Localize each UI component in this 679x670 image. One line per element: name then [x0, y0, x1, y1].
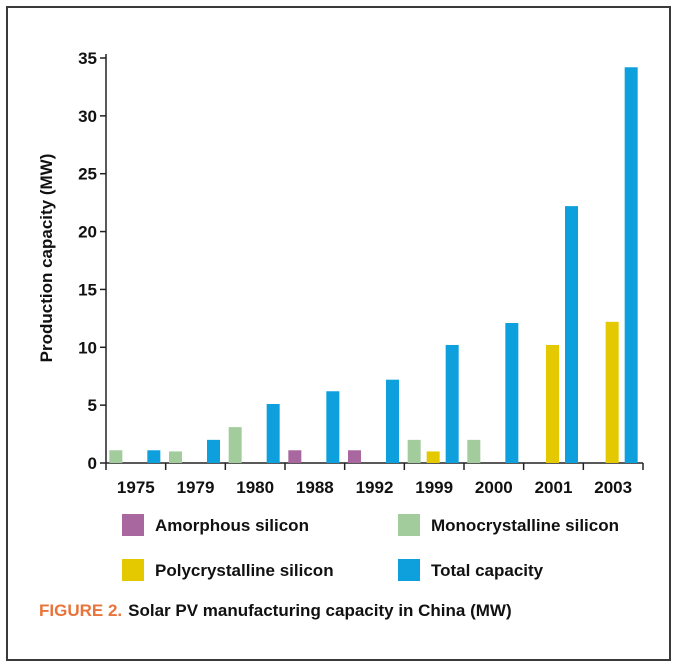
- bar: [624, 67, 638, 463]
- x-tick-label: 1975: [117, 478, 155, 497]
- x-tick-label: 2003: [594, 478, 632, 497]
- x-tick-label: 1980: [236, 478, 274, 497]
- caption-text: Solar PV manufacturing capacity in China…: [128, 601, 512, 620]
- x-tick-label: 1988: [296, 478, 334, 497]
- legend-label: Amorphous silicon: [155, 516, 309, 535]
- y-axis-title: Production capacity (MW): [37, 154, 56, 363]
- bar: [426, 451, 440, 463]
- bar: [228, 427, 242, 463]
- legend-swatch: [398, 514, 420, 536]
- legend-swatch: [122, 514, 144, 536]
- bar: [605, 321, 619, 463]
- bar-chart: Production capacity (MW) 0 5 10 15 20 25 30 35 1…: [37, 49, 644, 581]
- y-tick-label: 0: [88, 454, 97, 473]
- bar: [565, 206, 578, 463]
- bar: [505, 322, 519, 463]
- bar: [109, 450, 123, 463]
- x-tick-label: 2000: [475, 478, 513, 497]
- legend-label: Polycrystalline silicon: [155, 561, 334, 580]
- x-tick-label: 2001: [535, 478, 573, 497]
- x-tick-label: 1992: [356, 478, 394, 497]
- legend: Amorphous silicon Monocrystalline silicon…: [122, 514, 619, 581]
- legend-label: Total capacity: [431, 561, 544, 580]
- bar: [169, 451, 182, 463]
- legend-swatch: [398, 559, 420, 581]
- y-tick-label: 10: [78, 338, 97, 357]
- bar: [467, 439, 481, 463]
- bar: [147, 450, 161, 463]
- y-tick-label: 15: [78, 280, 97, 299]
- y-tick-label: 5: [88, 396, 97, 415]
- bar: [546, 344, 559, 463]
- bar: [386, 379, 399, 463]
- x-tick-label: 1979: [177, 478, 215, 497]
- x-tick-label: 1999: [415, 478, 453, 497]
- legend-swatch: [122, 559, 144, 581]
- bar: [326, 391, 340, 463]
- y-tick-label: 35: [78, 49, 97, 68]
- figure-frame: [6, 6, 671, 661]
- y-tick-label: 25: [78, 165, 97, 184]
- bar: [407, 439, 421, 463]
- bars: [109, 67, 638, 463]
- figure-label: FIGURE 2.: [39, 601, 123, 620]
- y-tick-label: 20: [78, 223, 97, 242]
- bar: [207, 439, 220, 463]
- legend-label: Monocrystalline silicon: [431, 516, 619, 535]
- figure-caption: FIGURE 2. Solar PV manufacturing capacity…: [39, 601, 512, 621]
- y-tick-label: 30: [78, 107, 97, 126]
- axes: 0 5 10 15 20 25 30 35 1975 1979 1980 1988 1992 1999 20…: [78, 49, 644, 497]
- bar: [348, 450, 361, 463]
- bar: [288, 450, 302, 463]
- bar: [266, 403, 280, 463]
- bar: [445, 344, 459, 463]
